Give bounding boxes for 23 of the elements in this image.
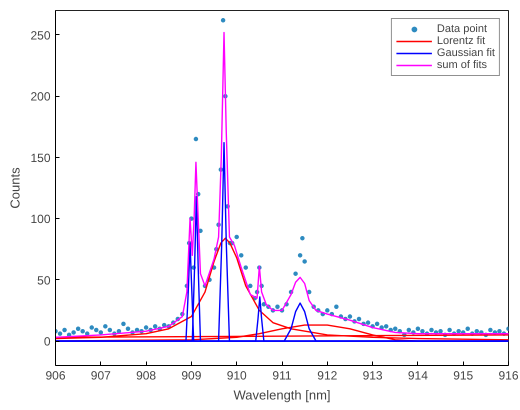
legend-label: Data point [436,23,488,35]
x-tick-label: 907 [90,368,112,382]
y-tick-label: 250 [30,28,51,42]
legend-label: Gaussian fit [436,47,495,59]
x-tick-label: 908 [136,368,156,382]
x-tick-label: 915 [453,368,474,382]
x-tick-label: 910 [226,368,248,382]
x-tick-label: 912 [317,368,338,382]
x-axis-title: Wavelength [nm] [233,388,331,402]
y-axis-title: Counts [7,166,22,209]
x-tick-label: 914 [408,368,428,382]
x-tick-label: 911 [272,368,292,382]
legend-label: sum of fits [436,59,488,71]
legend-label: Lorentz fit [436,35,486,47]
x-tick-label: 916 [498,368,519,382]
y-tick-label: 100 [30,212,51,226]
y-tick-label: 50 [37,273,51,288]
y-tick-label: 0 [44,334,51,349]
y-tick-label: 150 [30,150,51,165]
x-tick-label: 906 [45,368,66,382]
x-tick-label: 909 [181,368,202,382]
x-tick-label: 913 [362,368,383,382]
y-tick-label: 200 [30,90,51,104]
